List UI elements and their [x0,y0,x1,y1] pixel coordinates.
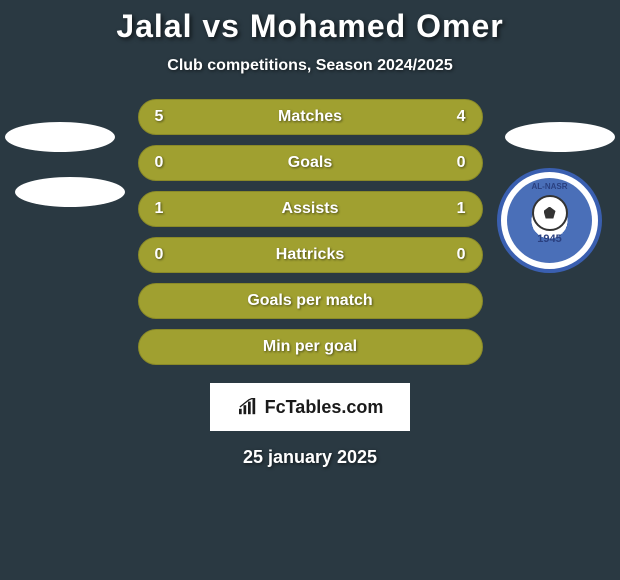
stat-label: Min per goal [263,338,357,356]
stat-left-value: 5 [155,108,175,126]
brand-text: FcTables.com [265,397,384,418]
stat-label: Hattricks [276,246,344,264]
player-left-badge-1 [5,122,115,152]
stat-row-goals: 0 Goals 0 [138,145,483,181]
stat-left-value: 0 [155,246,175,264]
stat-row-goals-per-match: Goals per match [138,283,483,319]
stat-label: Goals per match [247,292,372,310]
stat-left-value: 0 [155,154,175,172]
player-right-badge [505,122,615,152]
date-label: 25 january 2025 [243,447,377,468]
stat-right-value: 0 [446,246,466,264]
crest-name: AL-NASR [532,182,568,191]
main-container: Jalal vs Mohamed Omer Club competitions,… [0,0,620,580]
stat-right-value: 0 [446,154,466,172]
football-icon [532,195,568,231]
stat-row-min-per-goal: Min per goal [138,329,483,365]
page-subtitle: Club competitions, Season 2024/2025 [167,57,452,75]
crest-year: 1945 [537,233,561,245]
stat-row-matches: 5 Matches 4 [138,99,483,135]
stat-right-value: 4 [446,108,466,126]
club-crest: AL-NASR 1945 [497,168,602,273]
brand-badge: FcTables.com [210,383,410,431]
page-title: Jalal vs Mohamed Omer [116,8,503,45]
stat-right-value: 1 [446,200,466,218]
stat-left-value: 1 [155,200,175,218]
chart-icon [237,398,259,416]
stat-label: Matches [278,108,342,126]
stat-label: Goals [288,154,332,172]
stat-row-hattricks: 0 Hattricks 0 [138,237,483,273]
stat-row-assists: 1 Assists 1 [138,191,483,227]
crest-inner: AL-NASR 1945 [507,178,592,263]
player-left-badge-2 [15,177,125,207]
stat-label: Assists [282,200,339,218]
